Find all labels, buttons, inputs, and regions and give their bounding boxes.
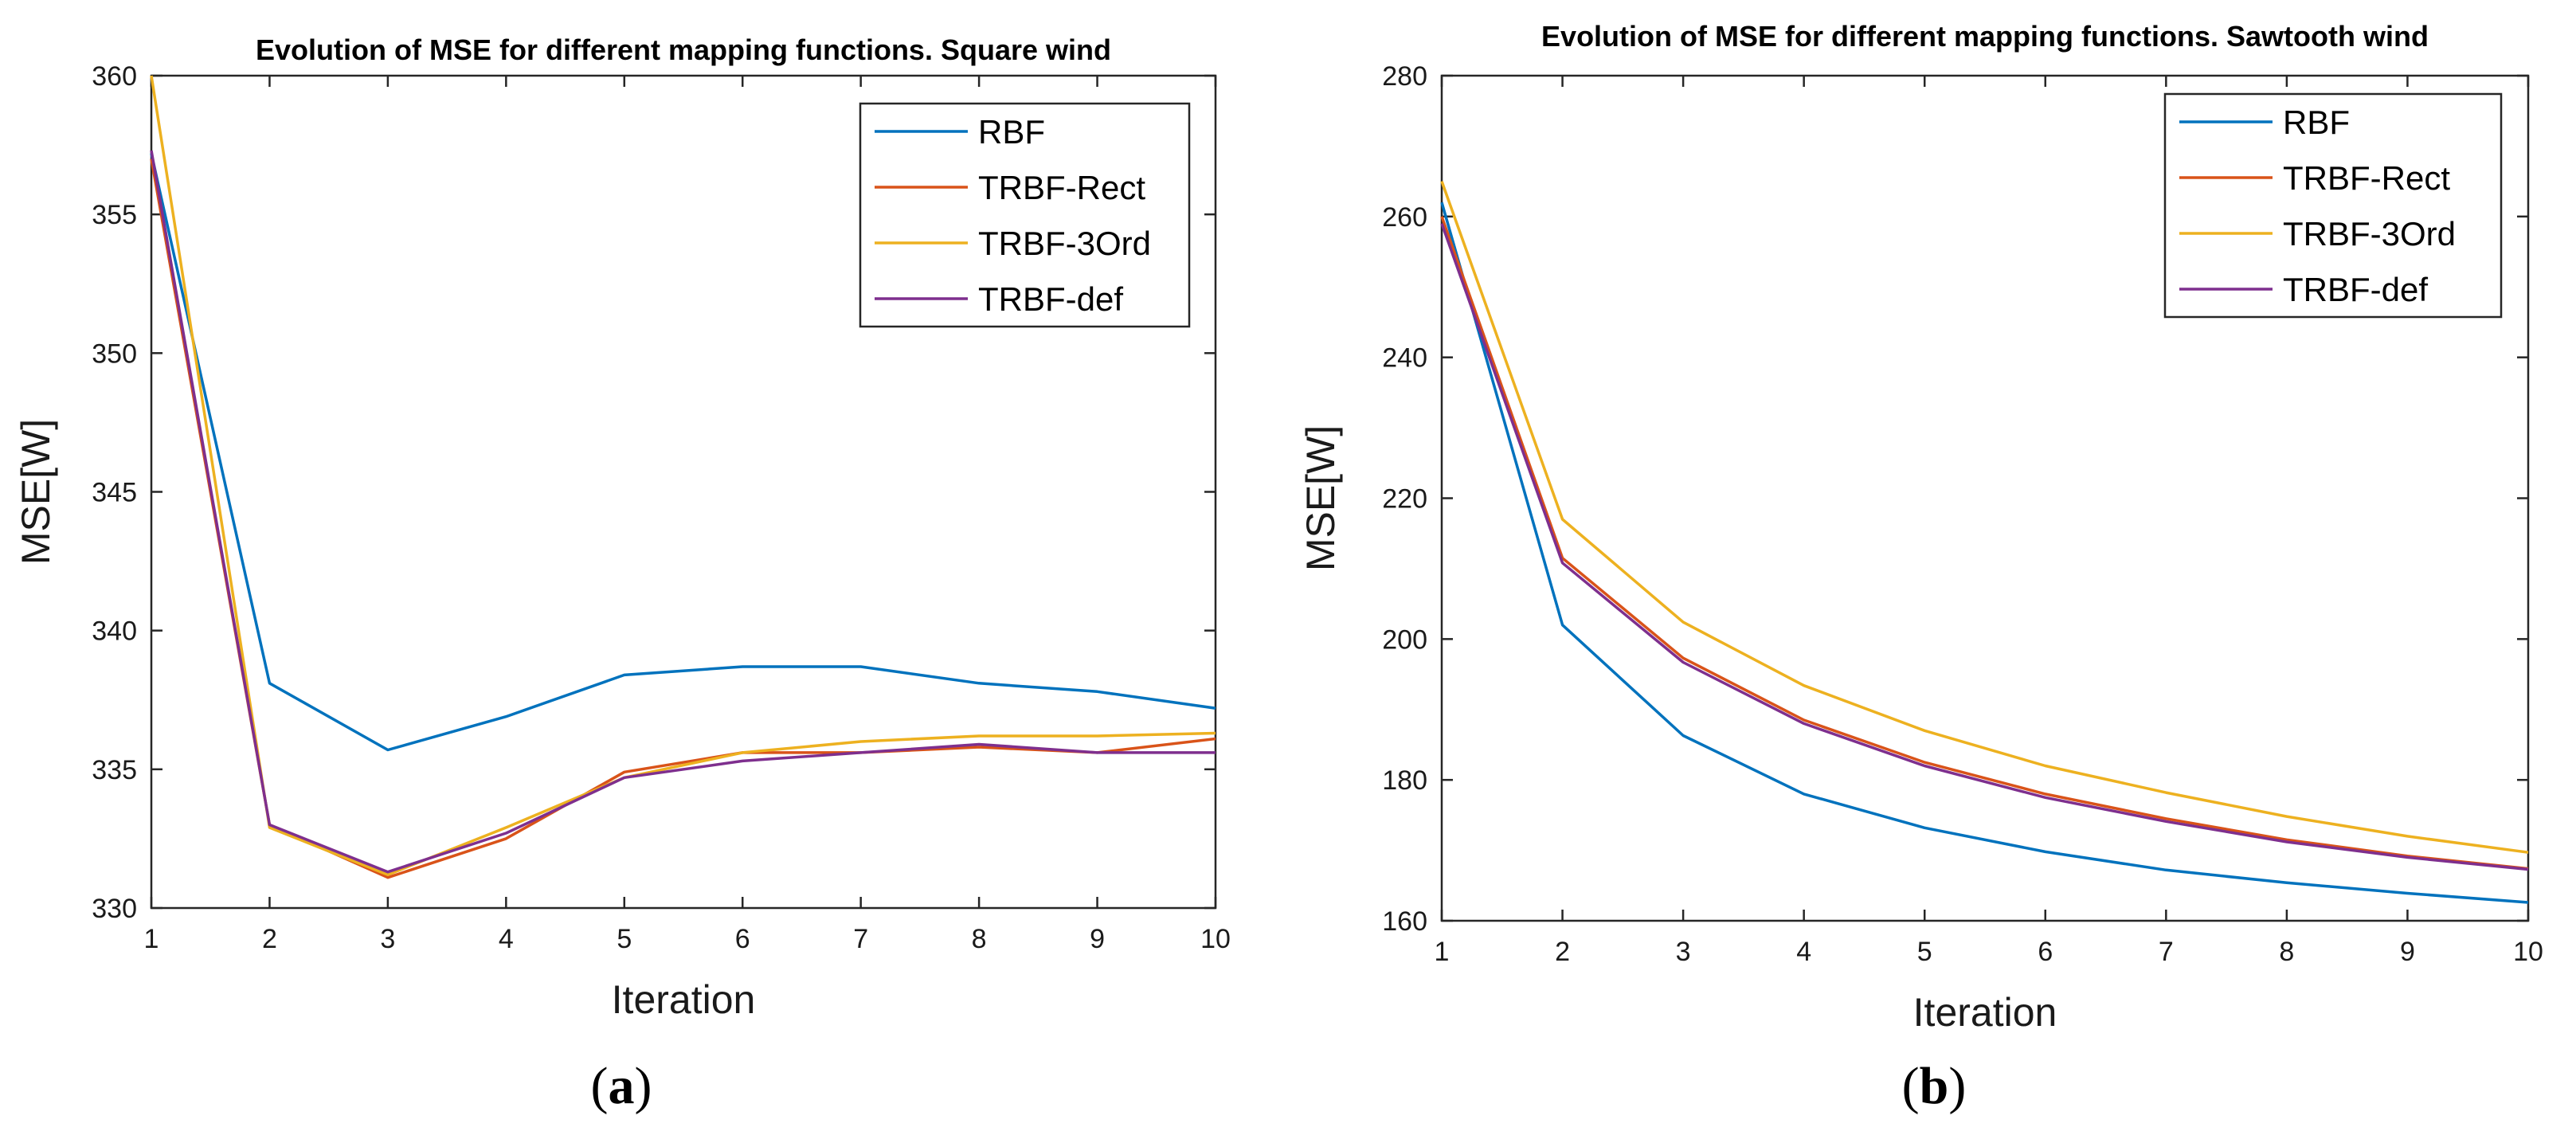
- series-line-trbf-def: [150, 150, 1216, 874]
- chart-title: Evolution of MSE for different mapping f…: [256, 33, 1111, 66]
- legend-box: [2163, 92, 2503, 319]
- y-tick-label: 355: [92, 200, 137, 230]
- panel-label: (b): [1902, 1057, 1967, 1115]
- y-tick-label: 220: [1382, 484, 1427, 515]
- x-tick-label: 7: [853, 924, 868, 954]
- legend: RBF TRBF-Rect TRBF-3Ord TRBF-def: [859, 102, 1191, 328]
- y-tick-label: 200: [1382, 624, 1427, 655]
- legend-entry: TRBF-Rect: [2283, 159, 2450, 197]
- legend: RBF TRBF-Rect TRBF-3Ord TRBF-def: [2163, 92, 2503, 319]
- x-tick-label: 3: [380, 924, 395, 954]
- series-line-trbf-def: [1440, 223, 2529, 871]
- x-tick-label: 5: [1917, 937, 1932, 967]
- series-line-rbf: [150, 153, 1216, 752]
- chart-panel-1: Evolution of MSE for different mapping f…: [14, 33, 1231, 1115]
- legend-entry: TRBF-3Ord: [978, 225, 1151, 262]
- x-axis-label: Iteration: [1913, 990, 2057, 1035]
- panel-label-close: ): [635, 1057, 652, 1115]
- series-line-trbf-3ord: [1440, 181, 2529, 854]
- legend-box: [859, 102, 1191, 328]
- y-tick-label: 335: [92, 755, 137, 785]
- y-tick-label: 350: [92, 339, 137, 369]
- x-tick-label: 9: [1090, 924, 1105, 954]
- legend-entry: TRBF-def: [2283, 271, 2428, 308]
- x-tick-label: 9: [2400, 937, 2415, 967]
- legend-entry: RBF: [978, 113, 1045, 151]
- legend-entry: TRBF-def: [978, 280, 1123, 318]
- y-tick-label: 280: [1382, 61, 1427, 92]
- series-line-trbf-rect: [1440, 216, 2529, 871]
- x-tick-label: 5: [617, 924, 632, 954]
- series-line-trbf-3ord: [150, 75, 1216, 876]
- x-tick-label: 1: [144, 924, 159, 954]
- x-tick-label: 8: [972, 924, 987, 954]
- x-tick-label: 2: [1555, 937, 1570, 967]
- x-tick-label: 7: [2159, 937, 2174, 967]
- y-tick-label: 240: [1382, 343, 1427, 374]
- panel-label-open: (: [1902, 1057, 1920, 1115]
- legend-entry: TRBF-3Ord: [2283, 215, 2456, 252]
- x-tick-label: 6: [735, 924, 750, 954]
- panel-label: (a): [591, 1057, 652, 1115]
- panel-label-close: ): [1948, 1057, 1966, 1115]
- x-axis-label: Iteration: [612, 977, 756, 1022]
- x-tick-label: 8: [2279, 937, 2294, 967]
- y-tick-label: 330: [92, 894, 137, 924]
- x-tick-label: 3: [1676, 937, 1691, 967]
- y-tick-label: 260: [1382, 202, 1427, 233]
- x-tick-label: 10: [2513, 937, 2543, 967]
- y-tick-label: 360: [92, 61, 137, 92]
- x-tick-label: 1: [1435, 937, 1450, 967]
- panel-label-letter: a: [609, 1057, 635, 1115]
- y-axis-label: MSE[W]: [1298, 425, 1343, 571]
- panel-label-letter: b: [1920, 1057, 1949, 1115]
- x-tick-label: 4: [1796, 937, 1811, 967]
- y-tick-label: 160: [1382, 906, 1427, 937]
- series-line-rbf: [1440, 202, 2529, 904]
- chart-panel-2: Evolution of MSE for different mapping f…: [1298, 20, 2543, 1115]
- x-tick-label: 4: [499, 924, 514, 954]
- y-tick-label: 180: [1382, 765, 1427, 796]
- panel-label-open: (: [591, 1057, 609, 1115]
- y-tick-label: 345: [92, 478, 137, 508]
- x-tick-label: 2: [262, 924, 277, 954]
- y-axis-label: MSE[W]: [14, 419, 58, 565]
- x-tick-label: 10: [1200, 924, 1231, 954]
- x-tick-label: 6: [2038, 937, 2053, 967]
- legend-entry: RBF: [2283, 104, 2350, 141]
- chart-title: Evolution of MSE for different mapping f…: [1541, 20, 2429, 53]
- legend-entry: TRBF-Rect: [978, 169, 1145, 206]
- y-tick-label: 340: [92, 616, 137, 647]
